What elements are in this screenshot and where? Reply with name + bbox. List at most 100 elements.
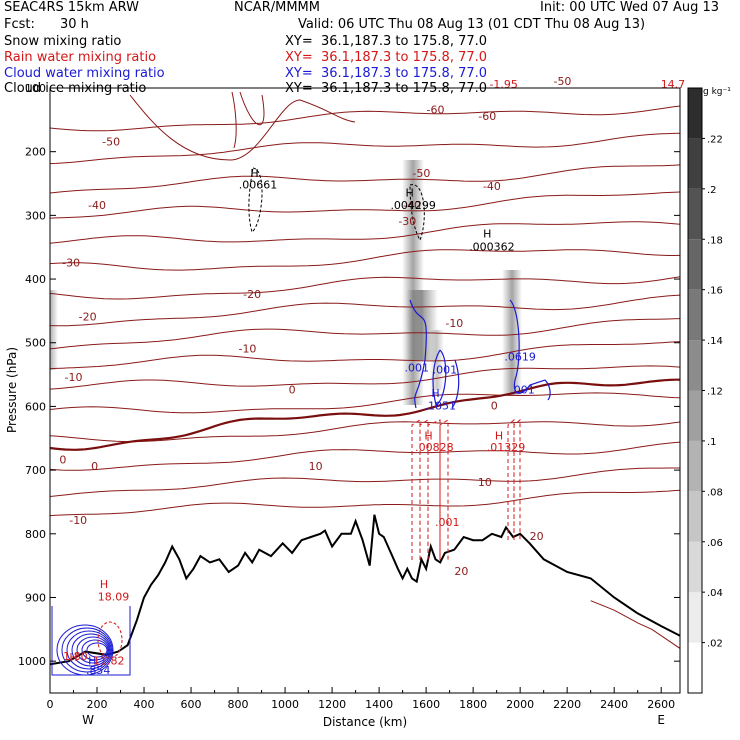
contour-label: -50 <box>412 167 430 180</box>
field-label: .00661 <box>239 179 278 192</box>
y-tick-label: 200 <box>25 146 46 159</box>
x-tick-label: 800 <box>228 698 249 711</box>
isotherm-line <box>129 94 356 161</box>
colorbar-tick-label: .14 <box>707 336 723 347</box>
org-title: NCAR/MMMM <box>234 0 320 15</box>
isotherm-line <box>50 191 680 219</box>
field-xy-cloud-water: XY= 36.1,187.3 to 175.8, 77.0 <box>285 66 488 81</box>
field-label: .001 <box>435 516 460 529</box>
colorbar-tick-label: .06 <box>707 538 723 549</box>
colorbar-tick-label: .02 <box>707 639 723 650</box>
y-tick-label: 800 <box>25 528 46 541</box>
cloud-water-contour <box>86 642 108 658</box>
isotherm-line <box>50 365 680 390</box>
contour-label: -40 <box>483 180 501 193</box>
isotherm-line <box>50 489 680 517</box>
isotherm-line <box>50 318 680 350</box>
colorbar-tick-label: .16 <box>707 286 723 297</box>
y-tick-label: 400 <box>25 273 46 286</box>
terrain-line <box>50 514 680 666</box>
field-label: H <box>495 430 503 443</box>
y-tick-label: 100 <box>25 82 46 95</box>
x-tick-label: 1000 <box>271 698 299 711</box>
contour-label: 10 <box>478 476 492 489</box>
colorbar-bin <box>688 592 702 643</box>
contour-label: -60 <box>478 110 496 123</box>
field-label: .00828 <box>415 441 454 454</box>
field-label: H <box>69 651 77 664</box>
contour-label: 0 <box>491 400 498 413</box>
cloud-ice-contour <box>248 167 425 242</box>
colorbar-bin <box>688 138 702 189</box>
temperature-contours <box>50 91 680 517</box>
contour-label: -30 <box>62 256 80 269</box>
colorbar-tick-label: .18 <box>707 235 723 246</box>
contour-label: -40 <box>403 199 421 212</box>
colorbar-bin <box>688 188 702 240</box>
contour-label: -50 <box>553 75 571 88</box>
snow-shading <box>50 160 522 405</box>
field-name-cloud-water: Cloud water mixing ratio <box>4 66 165 81</box>
contour-label: -60 <box>427 103 445 116</box>
x-tick-label: 2200 <box>553 698 581 711</box>
isotherm-line <box>50 132 680 165</box>
field-label: .001 <box>404 361 429 374</box>
field-label: .1851 <box>424 400 456 413</box>
field-label: .854 <box>86 664 111 677</box>
cloud-water-contour <box>61 627 113 673</box>
contour-label: -10 <box>238 342 256 355</box>
colorbar-bin <box>688 390 702 441</box>
field-label: .001 <box>510 384 535 397</box>
x-tick-label: 2600 <box>647 698 675 711</box>
field-label: 1.80 <box>63 650 88 663</box>
cloud-water-contour <box>81 639 109 661</box>
colorbar-tick-label: .2 <box>707 185 717 196</box>
cloud-water-contour <box>409 299 460 409</box>
fcst-value: 30 h <box>60 17 89 32</box>
contour-label: 20 <box>530 530 544 543</box>
field-label: 18.09 <box>98 591 130 604</box>
valid-time: Valid: 06 UTC Thu 08 Aug 13 (01 CDT Thu … <box>298 17 646 32</box>
field-label: -1.95 <box>489 78 517 91</box>
model-title: SEAC4RS 15km ARW <box>4 0 140 15</box>
field-label: .000362 <box>469 240 515 253</box>
contour-label: 20 <box>454 565 468 578</box>
isotherm-line <box>50 441 680 471</box>
cloud-water-contour <box>76 636 110 664</box>
isotherm-line <box>50 421 680 443</box>
colorbar-bin <box>688 491 702 542</box>
cloud-water-contour <box>51 606 131 676</box>
x-tick-label: 200 <box>87 698 108 711</box>
contour-label: -20 <box>79 310 97 323</box>
y-tick-label: 600 <box>25 400 46 413</box>
colorbar-bin <box>688 440 702 492</box>
field-label: .01329 <box>487 441 526 454</box>
field-label: H <box>250 167 258 180</box>
colorbar-bin <box>688 289 702 341</box>
terrain <box>50 514 680 666</box>
contour-label: -10 <box>69 514 87 527</box>
field-label: .001 <box>433 363 458 376</box>
colorbar-bin <box>688 239 702 290</box>
contour-label: -50 <box>102 135 120 148</box>
contour-label: 0 <box>59 454 66 467</box>
contour-label: -10 <box>65 371 83 384</box>
x-end-label-right: E <box>657 713 665 727</box>
contour-labels: -50 -50 -60 -60 -40 -40 -40 -30 -30 -20 -20 -50 -10 -… <box>59 75 685 677</box>
field-label: .0619 <box>504 351 536 364</box>
isotherm-line <box>50 392 680 414</box>
field-label: H <box>406 186 414 199</box>
y-tick-label: 900 <box>25 591 46 604</box>
field-label: 11.82 <box>93 654 125 667</box>
contour-label: -20 <box>243 288 261 301</box>
isotherm-line <box>50 105 680 132</box>
colorbar-bin <box>688 88 702 139</box>
isotherm-line <box>50 221 680 244</box>
colorbar-tick-label: .1 <box>707 437 717 448</box>
contour-label: 10 <box>309 460 323 473</box>
axes: 0 200 400 600 800 1000 1200 1400 1600 1800 2000 220… <box>5 82 680 729</box>
cloud-water-contour <box>71 633 111 667</box>
colorbar-tick-label: .04 <box>707 588 723 599</box>
isotherm-line <box>231 91 265 149</box>
